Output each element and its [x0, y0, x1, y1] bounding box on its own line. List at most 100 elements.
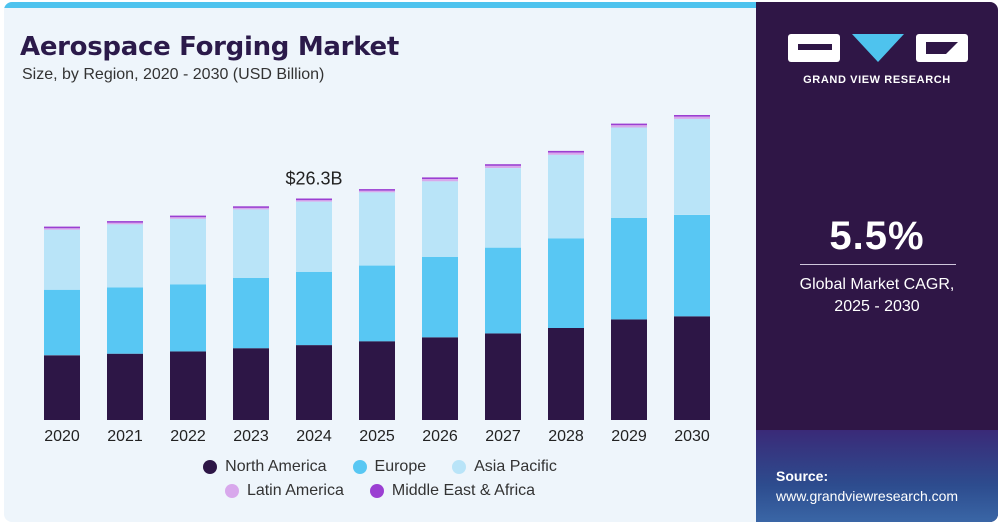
legend-label: Asia Pacific: [474, 458, 557, 475]
bar-segment-2020-series-3: [44, 228, 80, 230]
cagr-label: Global Market CAGR, 2025 - 2030: [756, 274, 998, 318]
bar-segment-2022-series-0: [170, 351, 206, 420]
bar-segment-2023-series-0: [233, 348, 269, 420]
bar-segment-2026-series-4: [422, 177, 458, 179]
bar-segment-2027-series-1: [485, 247, 521, 334]
accent-bar: [4, 2, 756, 8]
bar-segment-2030-series-1: [674, 214, 710, 317]
bar-segment-2025-series-1: [359, 265, 395, 342]
legend-label: North America: [225, 458, 327, 475]
bar-segment-2023-series-2: [233, 209, 269, 278]
legend-marker: [352, 460, 367, 474]
bar-segment-2030-series-0: [674, 316, 710, 420]
bar-segment-2026-series-0: [422, 337, 458, 420]
bar-segment-2029-series-1: [611, 218, 647, 320]
bar-segment-2025-series-3: [359, 190, 395, 193]
legend-marker: [203, 460, 218, 474]
legend-label: Latin America: [246, 482, 344, 499]
bar-segment-2020-series-4: [44, 226, 80, 229]
bar-segment-2023-series-1: [233, 278, 269, 349]
bar-segment-2028-series-4: [548, 150, 584, 153]
source-block: Source: www.grandviewresearch.com: [756, 430, 998, 522]
bar-segment-2029-series-4: [611, 123, 647, 126]
bar-segment-2022-series-3: [170, 217, 206, 219]
bar-segment-2020-series-1: [44, 289, 80, 356]
bar-segment-2027-series-4: [485, 164, 521, 166]
grand-view-research-logo: [788, 34, 968, 62]
source-url: www.grandviewresearch.com: [776, 488, 959, 504]
bar-segment-2028-series-3: [548, 152, 584, 155]
legend-row-2: Latin America Middle East & Africa: [4, 482, 756, 500]
bar-segment-2028-series-1: [548, 238, 584, 328]
source-title: Source:: [776, 468, 829, 484]
bar-segment-2021-series-3: [107, 222, 143, 225]
sidebar-panel: GRAND VIEW RESEARCH 5.5% Global Market C…: [756, 2, 998, 522]
legend-item: North America: [203, 458, 327, 476]
bar-segment-2020-series-2: [44, 229, 80, 290]
legend-marker: [224, 484, 239, 498]
bar-segment-2021-series-1: [107, 287, 143, 354]
divider: [800, 264, 956, 265]
legend-label: Europe: [374, 458, 427, 475]
cagr-label-line-1: Global Market CAGR,: [799, 276, 955, 293]
bar-segment-2028-series-0: [548, 328, 584, 420]
stacked-bar-chart: 2020 2021 2022 2023 2024 $26.3B 2025 2026 2027 20…: [44, 115, 710, 445]
bar-segment-2030-series-2: [674, 118, 710, 215]
x-tick-label: 2027: [485, 428, 521, 445]
x-tick-label: 2026: [422, 428, 458, 445]
bar-segment-2025-series-2: [359, 192, 395, 266]
bar-segment-2022-series-1: [170, 284, 206, 352]
cagr-label-line-2: 2025 - 2030: [834, 298, 920, 315]
brand-name: GRAND VIEW RESEARCH: [803, 74, 951, 86]
bar-segment-2024-series-4: [296, 198, 332, 201]
bar-segment-2029-series-3: [611, 125, 647, 128]
bar-segment-2021-series-2: [107, 224, 143, 288]
bar-segment-2021-series-0: [107, 353, 143, 420]
bar-segment-2029-series-2: [611, 127, 647, 218]
legend-item: Asia Pacific: [452, 458, 557, 476]
legend-item: Latin America: [224, 482, 344, 500]
bar-segment-2022-series-2: [170, 218, 206, 285]
x-tick-label: 2023: [233, 428, 269, 445]
x-tick-label: 2020: [44, 428, 80, 445]
legend-marker: [369, 484, 384, 498]
legend-item: Middle East & Africa: [369, 482, 536, 500]
chart-subtitle: Size, by Region, 2020 - 2030 (USD Billio…: [22, 66, 325, 83]
bar-segment-2025-series-0: [359, 341, 395, 420]
bar-segment-2030-series-4: [674, 115, 710, 117]
x-tick-label: 2021: [107, 428, 143, 445]
infographic-card: Aerospace Forging Market Size, by Region…: [4, 2, 998, 522]
legend-item: Europe: [352, 458, 427, 476]
bar-segment-2024-series-2: [296, 201, 332, 272]
x-tick-label: 2025: [359, 428, 395, 445]
cagr-value: 5.5%: [829, 214, 925, 258]
legend-marker: [452, 460, 467, 474]
bar-segment-2024-series-3: [296, 200, 332, 202]
bar-segment-2027-series-0: [485, 333, 521, 420]
chart-title: Aerospace Forging Market: [20, 32, 399, 62]
bar-segment-2026-series-2: [422, 181, 458, 257]
bar-segment-2028-series-2: [548, 154, 584, 239]
bar-segment-2026-series-1: [422, 257, 458, 338]
bar-segment-2022-series-4: [170, 215, 206, 218]
bar-segment-2026-series-3: [422, 179, 458, 182]
x-tick-label: 2024: [296, 428, 332, 445]
data-label-annotation: $26.3B: [285, 169, 342, 189]
bar-segment-2023-series-3: [233, 207, 269, 210]
bar-segment-2027-series-3: [485, 165, 521, 168]
bar-segment-2024-series-0: [296, 345, 332, 420]
x-tick-label: 2022: [170, 428, 206, 445]
bar-segment-2029-series-0: [611, 319, 647, 420]
bar-segment-2024-series-1: [296, 271, 332, 346]
bar-segment-2027-series-2: [485, 168, 521, 248]
legend-label: Middle East & Africa: [391, 482, 536, 499]
x-tick-label: 2028: [548, 428, 584, 445]
x-tick-label: 2030: [674, 428, 710, 445]
bar-segment-2020-series-0: [44, 355, 80, 420]
bar-segment-2025-series-4: [359, 189, 395, 191]
bar-segment-2021-series-4: [107, 221, 143, 223]
x-tick-label: 2029: [611, 428, 647, 445]
chart-legend: North America Europe Asia Pacific Latin Am…: [4, 458, 756, 506]
legend-row-1: North America Europe Asia Pacific: [4, 458, 756, 476]
bar-segment-2023-series-4: [233, 206, 269, 208]
